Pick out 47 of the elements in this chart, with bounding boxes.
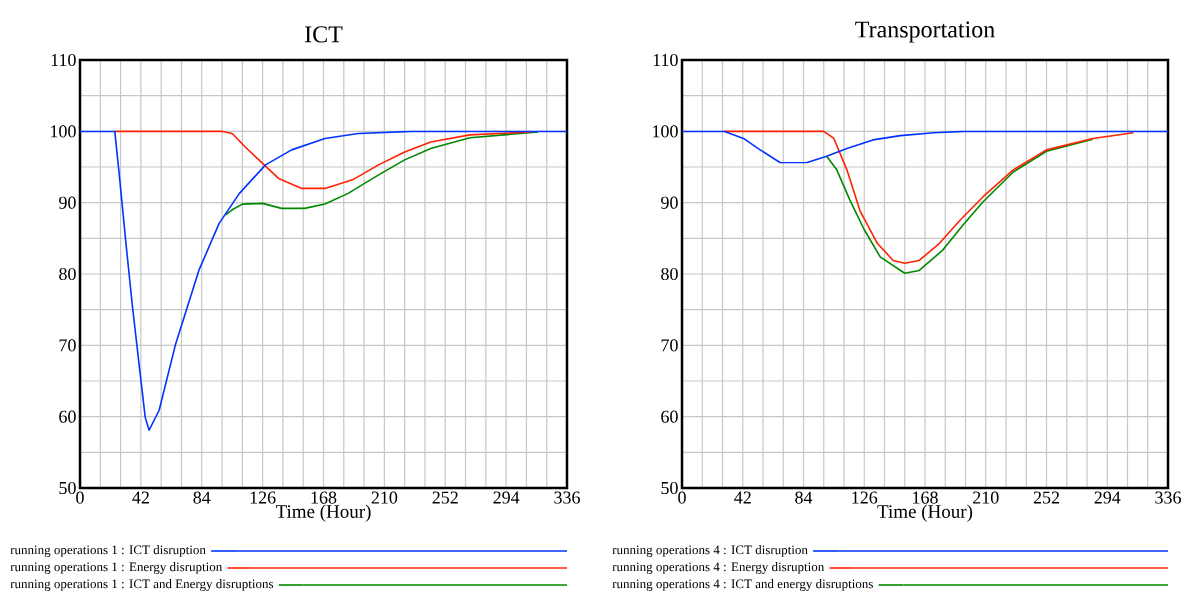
x-tick-label: 252 xyxy=(1033,491,1060,504)
legend-label: running operations 4 : ICT and energy disruptions xyxy=(612,579,873,591)
x-tick-label: 42 xyxy=(734,491,751,504)
line-series xyxy=(825,138,1094,275)
y-tick-label: 100 xyxy=(653,125,678,138)
chart-title: ICT xyxy=(305,26,343,43)
y-tick-label: 80 xyxy=(661,267,678,281)
line-series xyxy=(113,130,532,190)
y-tick-label: 60 xyxy=(661,410,678,423)
y-tick-label: 90 xyxy=(59,196,76,209)
line-series xyxy=(80,130,567,432)
x-tick-label: 336 xyxy=(554,491,580,504)
y-tick-label: 90 xyxy=(661,196,678,209)
y-tick-label: 110 xyxy=(51,53,76,67)
y-tick-label: 80 xyxy=(59,267,76,281)
y-tick-label: 70 xyxy=(661,339,678,352)
y-tick-label: 60 xyxy=(59,410,76,423)
x-tick-label: 42 xyxy=(132,491,149,504)
x-tick-label: 84 xyxy=(795,491,813,504)
y-tick-label: 100 xyxy=(51,125,76,138)
legend-label: running operations 1 : Energy disruption xyxy=(10,562,223,574)
x-tick-label: 252 xyxy=(432,491,458,504)
x-tick-label: 84 xyxy=(193,491,211,504)
x-tick-label: 210 xyxy=(371,491,398,504)
x-tick-label: 210 xyxy=(973,491,999,504)
x-tick-label: 294 xyxy=(1094,491,1121,504)
line-series xyxy=(224,131,539,216)
legend-label: running operations 4 : Energy disruption xyxy=(612,562,825,574)
x-tick-label: 168 xyxy=(311,491,337,504)
x-tick-label: 0 xyxy=(76,491,84,504)
y-tick-label: 50 xyxy=(59,481,76,495)
y-tick-label: 70 xyxy=(59,339,76,352)
x-tick-label: 294 xyxy=(493,491,520,504)
x-tick-label: 168 xyxy=(913,491,938,504)
y-tick-label: 50 xyxy=(661,481,678,495)
x-tick-label: 126 xyxy=(852,491,878,504)
legend-label: running operations 1 : ICT and Energy disruptions xyxy=(10,579,274,591)
legend-label: running operations 1 : ICT disruption xyxy=(10,545,206,557)
legend-label: running operations 4 : ICT disruption xyxy=(612,545,808,557)
chart-title: Transportation xyxy=(855,21,995,43)
x-tick-label: 336 xyxy=(1155,491,1181,504)
x-axis-title: Time (Hour) xyxy=(275,504,371,522)
line-series xyxy=(682,130,1169,164)
x-tick-label: 0 xyxy=(678,491,686,504)
x-axis-title: Time (Hour) xyxy=(877,504,973,522)
x-tick-label: 126 xyxy=(250,491,276,504)
y-tick-label: 110 xyxy=(653,53,678,67)
